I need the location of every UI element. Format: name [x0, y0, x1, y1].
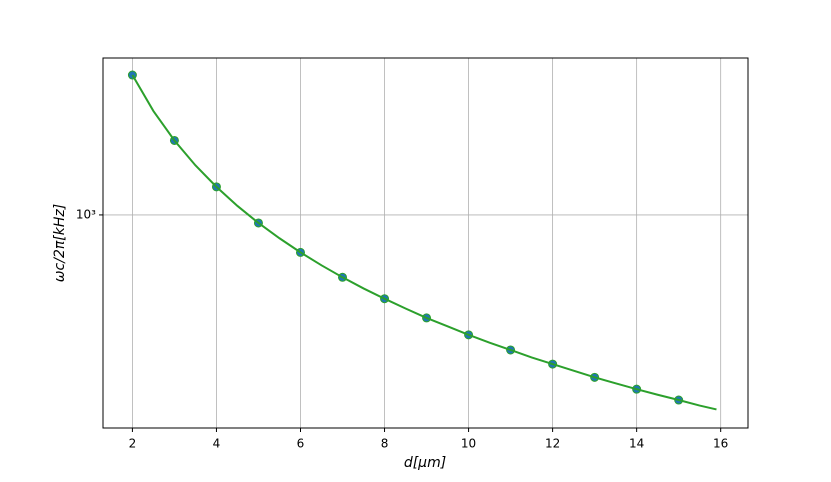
x-tick-label: 12	[545, 437, 560, 451]
x-axis-label: d[μm]	[404, 455, 446, 471]
x-tick-label: 2	[129, 437, 137, 451]
plot-frame	[102, 57, 749, 429]
line	[131, 74, 717, 411]
x-tick-label: 16	[713, 437, 728, 451]
y-tick-label: 10³	[76, 207, 96, 221]
x-tick-label: 14	[629, 437, 644, 451]
x-tick-label: 6	[297, 437, 305, 451]
x-tick-label: 10	[461, 437, 476, 451]
y-axis-label: ωc/2π[kHz]	[52, 204, 68, 282]
x-tick-label: 4	[213, 437, 221, 451]
x-tick-label: 8	[381, 437, 389, 451]
